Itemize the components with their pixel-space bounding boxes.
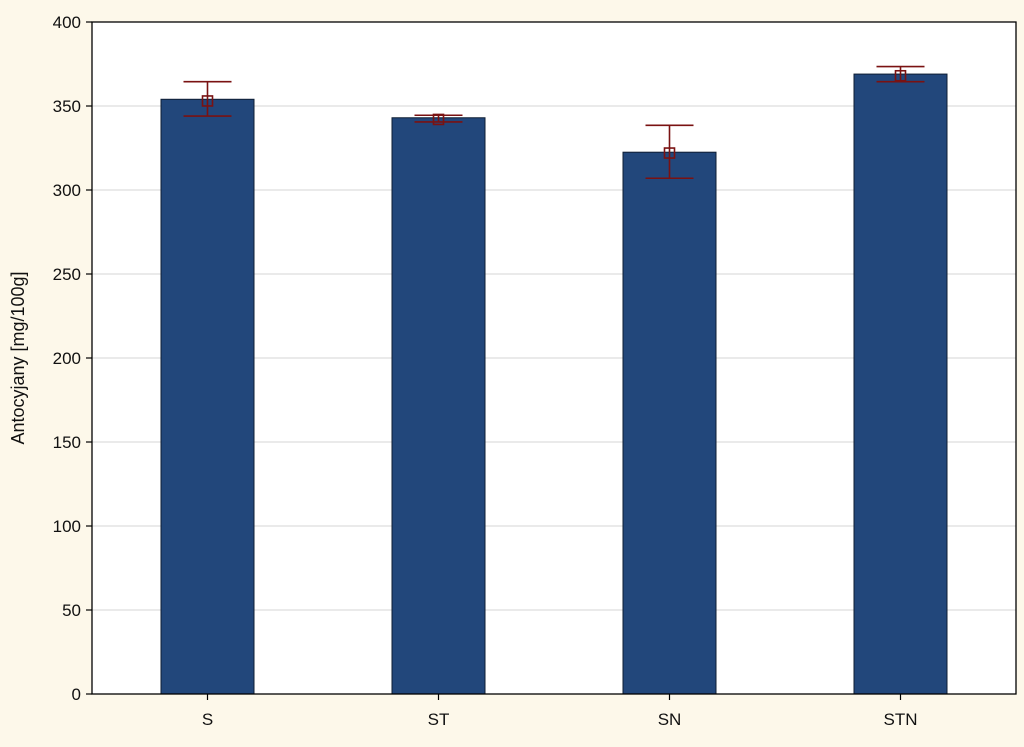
mean-marker (894, 69, 907, 82)
y-tick-label: 250 (53, 265, 81, 284)
mean-marker (201, 95, 214, 107)
y-axis-title: Antocyjany [mg/100g] (8, 271, 28, 444)
y-tick-label: 100 (53, 517, 81, 536)
x-tick-label-st: ST (428, 710, 450, 729)
y-tick-label: 200 (53, 349, 81, 368)
y-tick-label: 300 (53, 181, 81, 200)
mean-marker (663, 147, 676, 159)
bar-stn (853, 73, 948, 695)
tick-labels: 0 50 100 150 200 250 300 350 400 S ST SN STN (53, 13, 918, 729)
axes (86, 21, 1017, 700)
x-tick-label-stn: STN (884, 710, 918, 729)
bar-s (160, 98, 255, 695)
y-tick-label: 50 (62, 601, 81, 620)
x-tick-label-s: S (202, 710, 213, 729)
y-tick-label: 150 (53, 433, 81, 452)
y-tick-label: 0 (72, 685, 81, 704)
bar-st (391, 117, 486, 695)
x-tick-label-sn: SN (658, 710, 682, 729)
bar-sn (622, 151, 717, 695)
y-tick-label: 400 (53, 13, 81, 32)
plot-frame (91, 21, 1017, 695)
y-tick-label: 350 (53, 97, 81, 116)
mean-marker (432, 113, 445, 126)
error-bars (183, 65, 925, 180)
